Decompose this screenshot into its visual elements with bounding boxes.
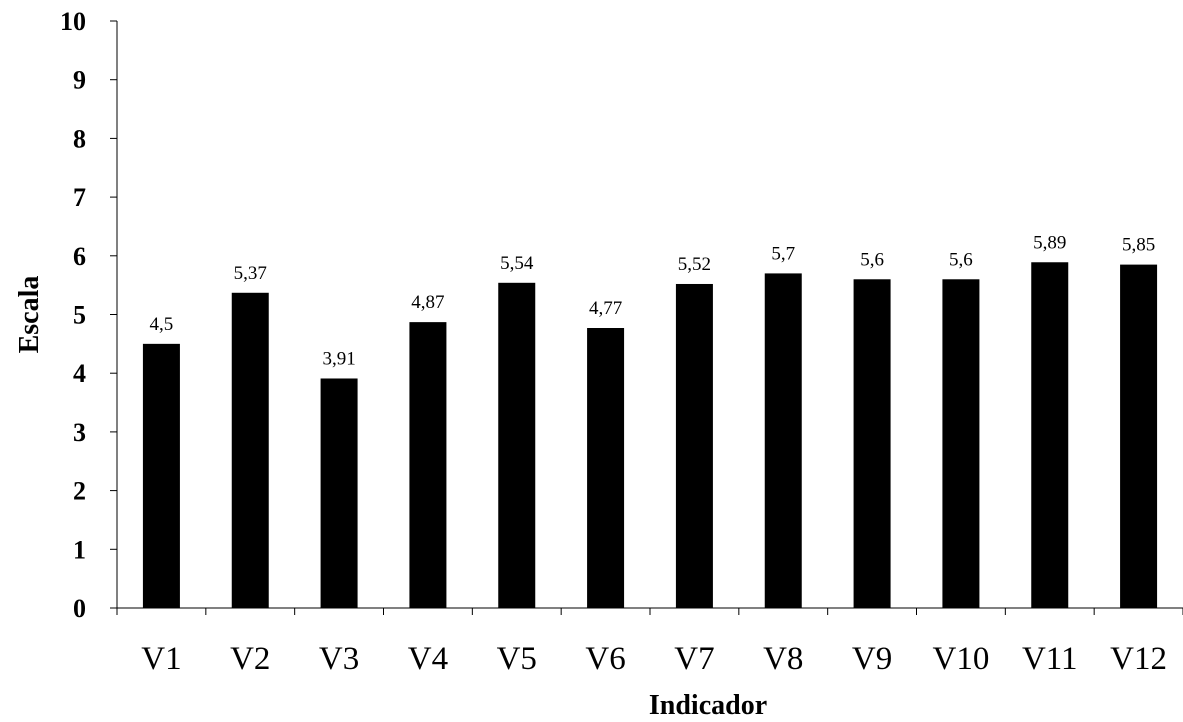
bar-v11 bbox=[1031, 262, 1069, 608]
y-tick-label: 7 bbox=[73, 183, 86, 212]
x-tick-label-v5: V5 bbox=[497, 641, 537, 677]
bar-v1 bbox=[142, 343, 180, 608]
bar-v6 bbox=[587, 328, 625, 608]
data-label-v7: 5,52 bbox=[678, 254, 711, 275]
data-label-v6: 4,77 bbox=[589, 298, 622, 319]
y-tick-label: 0 bbox=[73, 594, 86, 623]
bar-v8 bbox=[764, 273, 802, 608]
x-tick-label-v10: V10 bbox=[932, 641, 989, 677]
bar-v10 bbox=[942, 279, 980, 608]
data-label-v9: 5,6 bbox=[860, 249, 884, 270]
data-label-v1: 4,5 bbox=[150, 314, 174, 335]
data-label-v2: 5,37 bbox=[234, 263, 267, 284]
data-label-v8: 5,7 bbox=[771, 243, 795, 264]
data-label-v10: 5,6 bbox=[949, 249, 973, 270]
data-label-v5: 5,54 bbox=[500, 253, 534, 274]
y-tick-label: 3 bbox=[73, 418, 86, 447]
y-tick-label: 1 bbox=[73, 535, 86, 564]
y-tick-label: 9 bbox=[73, 66, 86, 95]
y-tick-label: 8 bbox=[73, 124, 86, 153]
x-tick-label-v7: V7 bbox=[674, 641, 714, 677]
bar-v2 bbox=[231, 292, 269, 608]
bar-v9 bbox=[853, 279, 891, 608]
y-tick-label: 2 bbox=[73, 477, 86, 506]
data-label-v3: 3,91 bbox=[322, 348, 355, 369]
x-tick-label-v6: V6 bbox=[585, 641, 625, 677]
data-label-v4: 4,87 bbox=[411, 292, 444, 313]
bars bbox=[142, 262, 1158, 608]
y-tick-label: 10 bbox=[60, 7, 86, 36]
x-tick-label-v4: V4 bbox=[408, 641, 448, 677]
data-labels: 4,5 5,37 3,91 4,87 5,54 4,77 5,52 5,7 5,6 5,6 5,89… bbox=[150, 232, 1156, 369]
x-tick-label-v1: V1 bbox=[141, 641, 181, 677]
x-axis-title: Indicador bbox=[649, 690, 767, 721]
data-label-v12: 5,85 bbox=[1122, 235, 1155, 256]
bar-v5 bbox=[498, 282, 536, 608]
y-ticks bbox=[110, 20, 117, 609]
x-tick-labels: V1 V2 V3 V4 V5 V6 V7 V8 V9 V10 V11 V12 bbox=[141, 641, 1167, 677]
bar-v7 bbox=[675, 283, 713, 608]
y-tick-label: 5 bbox=[73, 301, 86, 330]
y-tick-labels: 0 1 2 3 4 5 6 7 8 9 10 bbox=[60, 7, 86, 623]
bar-v3 bbox=[320, 378, 358, 608]
x-ticks bbox=[116, 608, 1183, 615]
bar-v12 bbox=[1120, 264, 1158, 608]
x-tick-label-v12: V12 bbox=[1110, 641, 1167, 677]
y-tick-label: 4 bbox=[73, 359, 86, 388]
data-label-v11: 5,89 bbox=[1033, 232, 1066, 253]
x-tick-label-v3: V3 bbox=[319, 641, 359, 677]
bar-v4 bbox=[409, 322, 447, 608]
x-tick-label-v11: V11 bbox=[1022, 641, 1078, 677]
x-tick-label-v2: V2 bbox=[230, 641, 270, 677]
x-tick-label-v9: V9 bbox=[852, 641, 892, 677]
y-axis-title: Escala bbox=[14, 276, 45, 354]
x-tick-label-v8: V8 bbox=[763, 641, 803, 677]
y-tick-label: 6 bbox=[73, 242, 86, 271]
